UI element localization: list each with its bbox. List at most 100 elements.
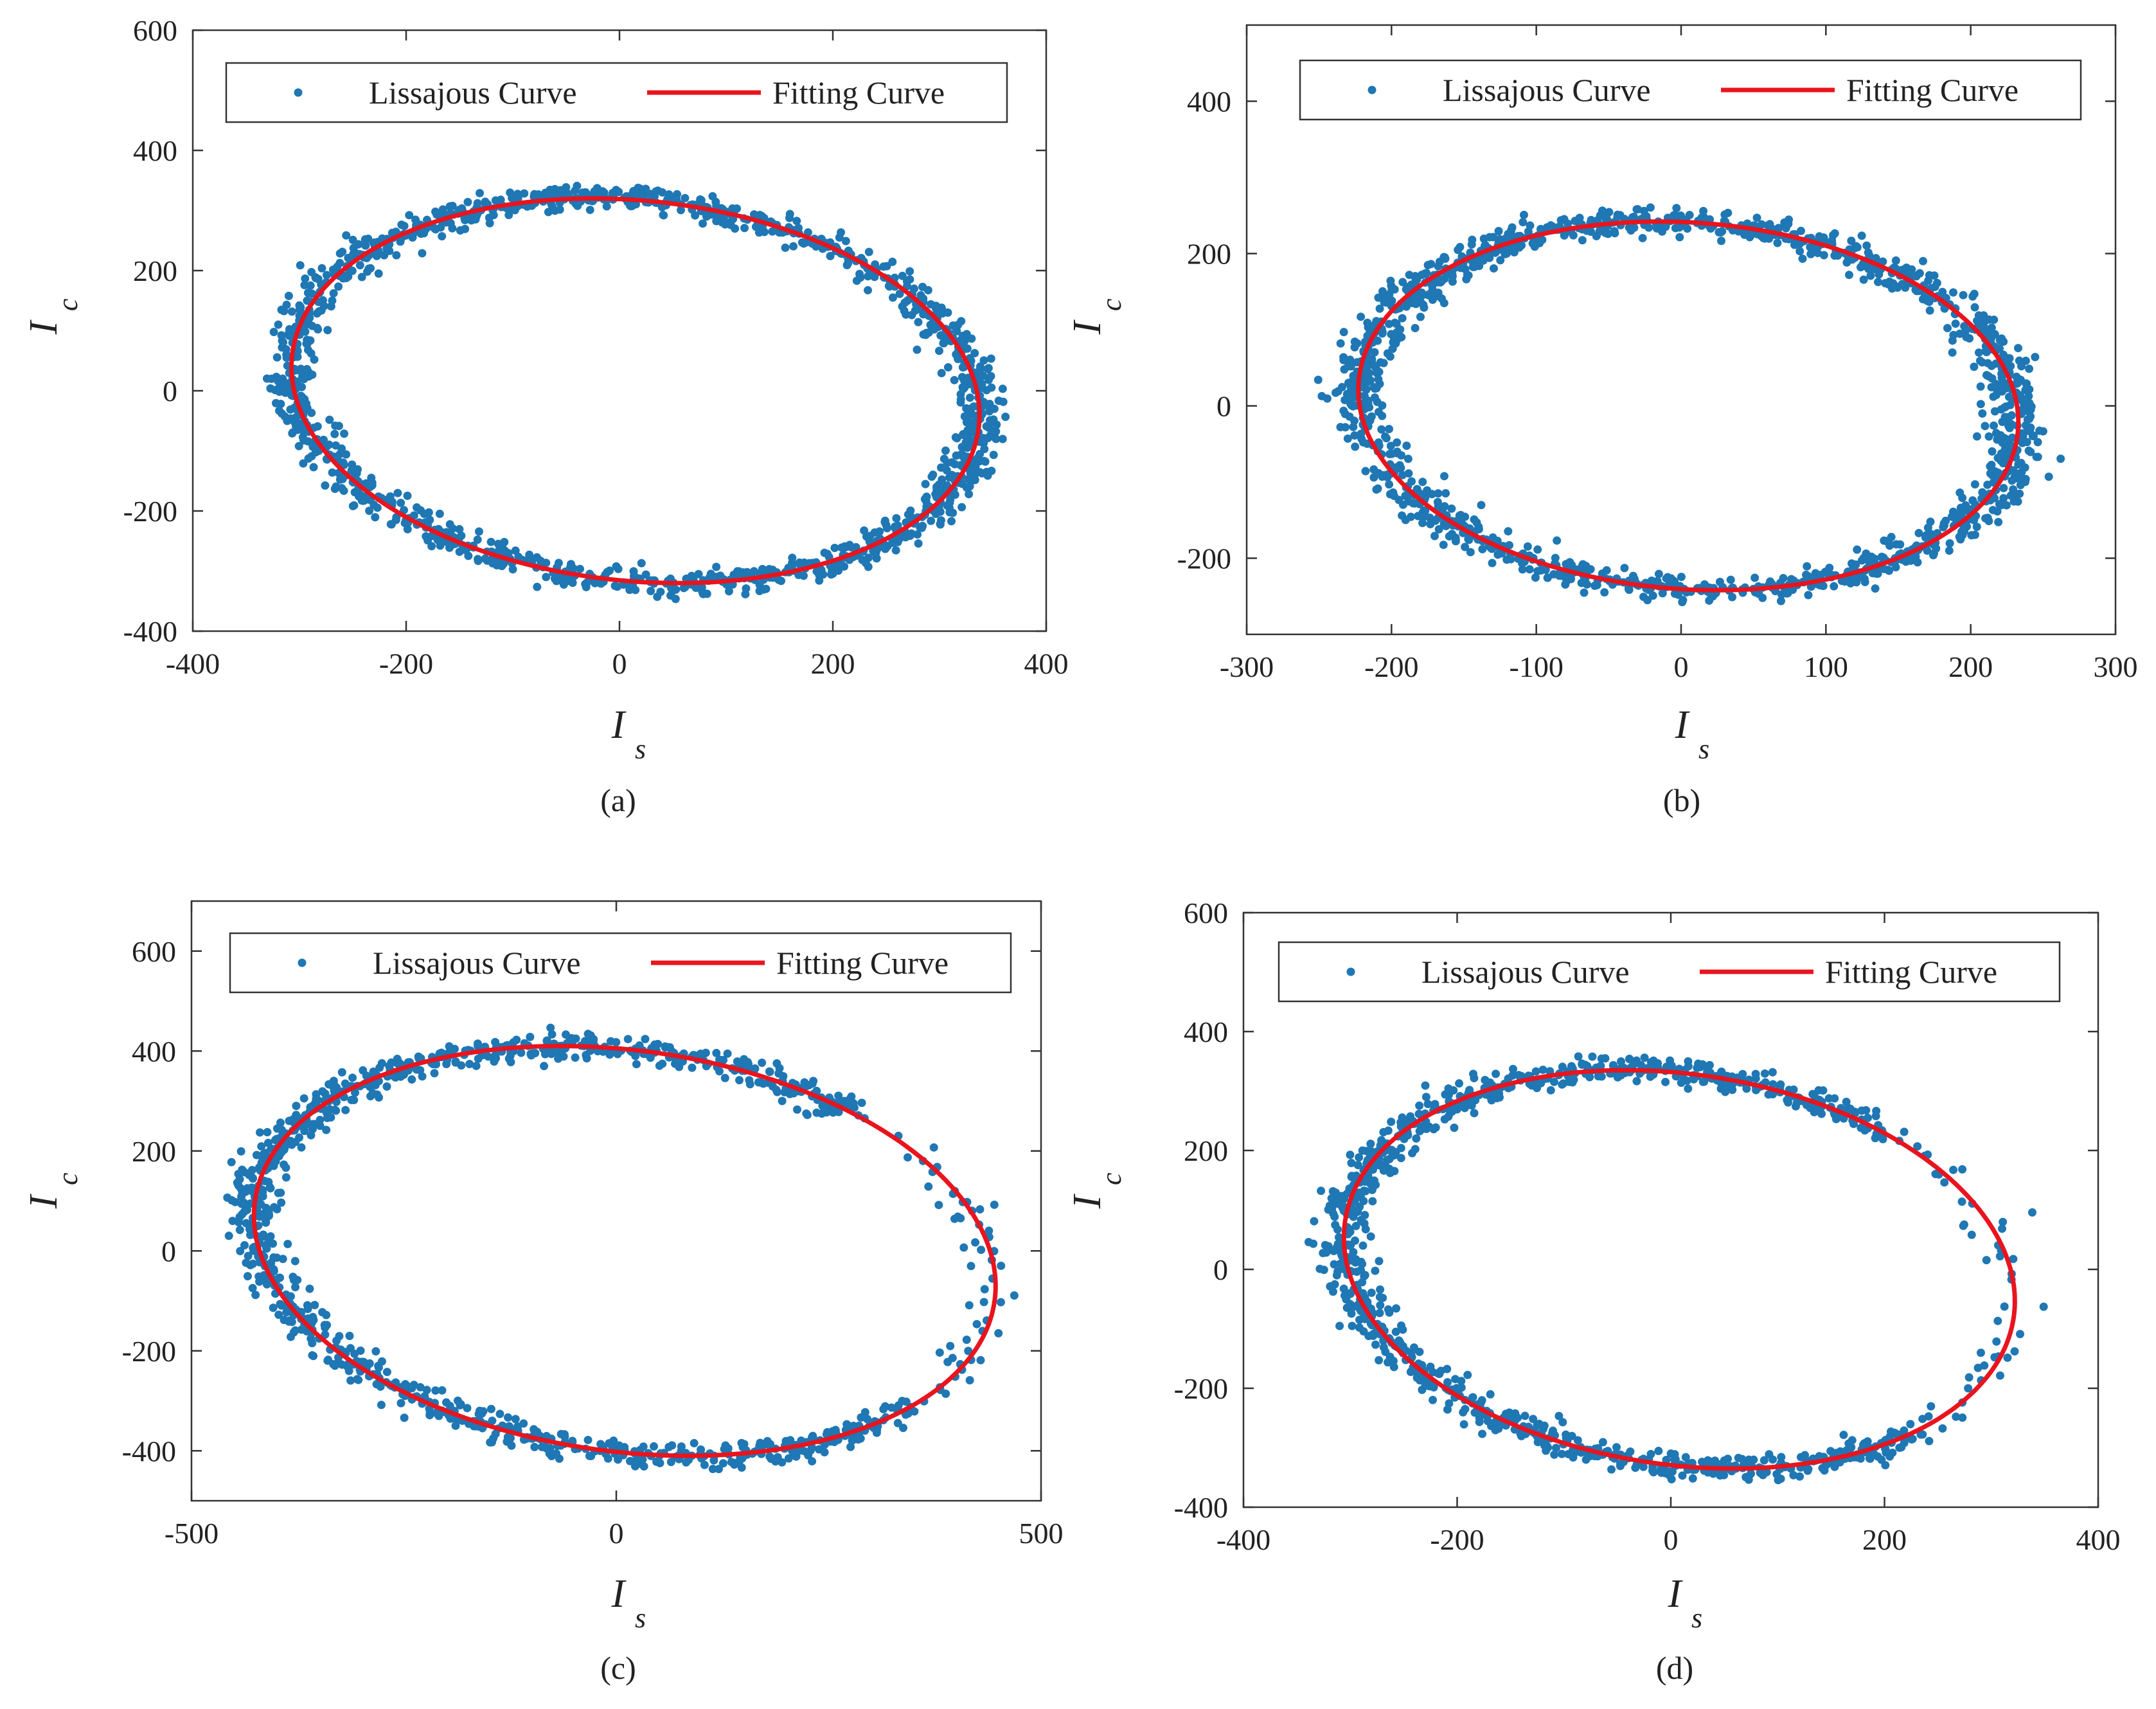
lissajous-point	[697, 583, 706, 592]
lissajous-point	[1536, 224, 1545, 233]
y-tick-label: -400	[123, 615, 177, 648]
lissajous-point	[299, 459, 308, 468]
lissajous-point	[765, 1441, 774, 1450]
lissajous-point	[1461, 542, 1470, 551]
y-tick-label: 0	[161, 1235, 176, 1267]
lissajous-point	[882, 262, 891, 271]
lissajous-point	[864, 562, 873, 571]
lissajous-point	[1391, 1327, 1400, 1336]
lissajous-point	[1632, 1077, 1641, 1086]
lissajous-point	[1825, 563, 1834, 572]
lissajous-point	[335, 249, 344, 258]
lissajous-point	[1366, 1232, 1375, 1241]
lissajous-point	[2003, 1353, 2012, 1362]
lissajous-point	[262, 1218, 271, 1227]
lissajous-point	[992, 427, 1001, 436]
lissajous-point	[544, 1048, 553, 1057]
lissajous-point	[1997, 501, 2006, 510]
lissajous-point	[357, 273, 366, 282]
lissajous-point	[276, 1273, 285, 1282]
lissajous-point	[575, 564, 584, 573]
lissajous-point	[1752, 213, 1761, 222]
lissajous-point	[784, 1454, 793, 1463]
lissajous-point	[762, 584, 771, 593]
lissajous-point	[280, 307, 289, 316]
lissajous-point	[958, 503, 967, 512]
lissajous-point	[283, 1239, 292, 1248]
lissajous-point	[1420, 506, 1429, 515]
lissajous-point	[986, 354, 995, 363]
lissajous-point	[1434, 525, 1443, 534]
lissajous-point	[1976, 400, 1985, 409]
lissajous-point	[996, 1298, 1005, 1307]
lissajous-point	[1803, 562, 1812, 571]
lissajous-point	[2033, 452, 2042, 461]
lissajous-point	[1624, 585, 1633, 594]
legend-label-fitting: Fitting Curve	[1846, 72, 2018, 108]
lissajous-point	[1802, 570, 1811, 579]
lissajous-point	[1423, 261, 1432, 270]
y-axis-label: I	[22, 319, 66, 335]
lissajous-point	[702, 211, 711, 220]
lissajous-point	[1373, 484, 1382, 493]
x-axis-label-subscript: s	[635, 1602, 646, 1634]
lissajous-point	[898, 1397, 907, 1406]
lissajous-point	[1333, 387, 1342, 396]
lissajous-point	[1569, 1453, 1578, 1462]
lissajous-point	[1375, 1309, 1384, 1318]
lissajous-point	[256, 1128, 265, 1137]
lissajous-point	[1640, 1053, 1649, 1062]
lissajous-point	[1992, 1337, 2001, 1346]
lissajous-point	[1406, 512, 1415, 521]
lissajous-point	[935, 346, 944, 355]
lissajous-point	[984, 364, 993, 373]
lissajous-point	[2038, 427, 2047, 436]
lissajous-point	[1938, 287, 1947, 296]
lissajous-point	[1866, 271, 1875, 280]
lissajous-point	[1874, 278, 1883, 287]
lissajous-point	[980, 1285, 989, 1294]
legend-marker-lissajous	[1368, 85, 1376, 94]
lissajous-point	[1525, 565, 1534, 574]
lissajous-point	[1852, 578, 1861, 587]
lissajous-point	[1412, 1134, 1421, 1143]
lissajous-point	[972, 1320, 981, 1329]
lissajous-point	[269, 1267, 278, 1276]
lissajous-point	[1773, 238, 1782, 247]
x-axis-label-subscript: s	[1698, 733, 1709, 765]
lissajous-point	[1501, 249, 1510, 258]
lissajous-point	[1639, 1462, 1648, 1471]
lissajous-point	[1967, 1230, 1976, 1239]
lissajous-point	[1844, 271, 1853, 280]
lissajous-point	[353, 1375, 362, 1384]
x-axis-label: I	[1668, 1572, 1684, 1616]
lissajous-point	[1996, 380, 2005, 389]
lissajous-point	[1561, 580, 1570, 589]
lissajous-point	[1363, 318, 1372, 327]
lissajous-point	[1802, 1100, 1811, 1109]
lissajous-point	[860, 526, 869, 535]
lissajous-point	[1375, 368, 1384, 377]
lissajous-point	[969, 465, 978, 474]
lissajous-point	[895, 289, 904, 298]
lissajous-point	[969, 402, 978, 411]
lissajous-point	[355, 261, 364, 270]
lissajous-point	[1927, 1402, 1936, 1411]
lissajous-point	[224, 1231, 233, 1240]
lissajous-point	[1375, 1257, 1384, 1266]
lissajous-point	[1396, 1154, 1405, 1163]
lissajous-point	[506, 1058, 515, 1067]
lissajous-point	[1466, 548, 1475, 557]
lissajous-point	[1429, 1395, 1438, 1404]
lissajous-point	[1346, 386, 1355, 395]
lissajous-point	[1958, 1165, 1967, 1174]
lissajous-point	[341, 1105, 350, 1114]
lissajous-point	[733, 1057, 742, 1066]
lissajous-point	[950, 375, 959, 384]
lissajous-point	[422, 1386, 431, 1395]
lissajous-point	[1911, 552, 1920, 561]
lissajous-point	[1387, 449, 1396, 458]
lissajous-point	[1540, 1441, 1549, 1450]
lissajous-point	[1405, 271, 1414, 280]
lissajous-point	[1455, 514, 1464, 523]
